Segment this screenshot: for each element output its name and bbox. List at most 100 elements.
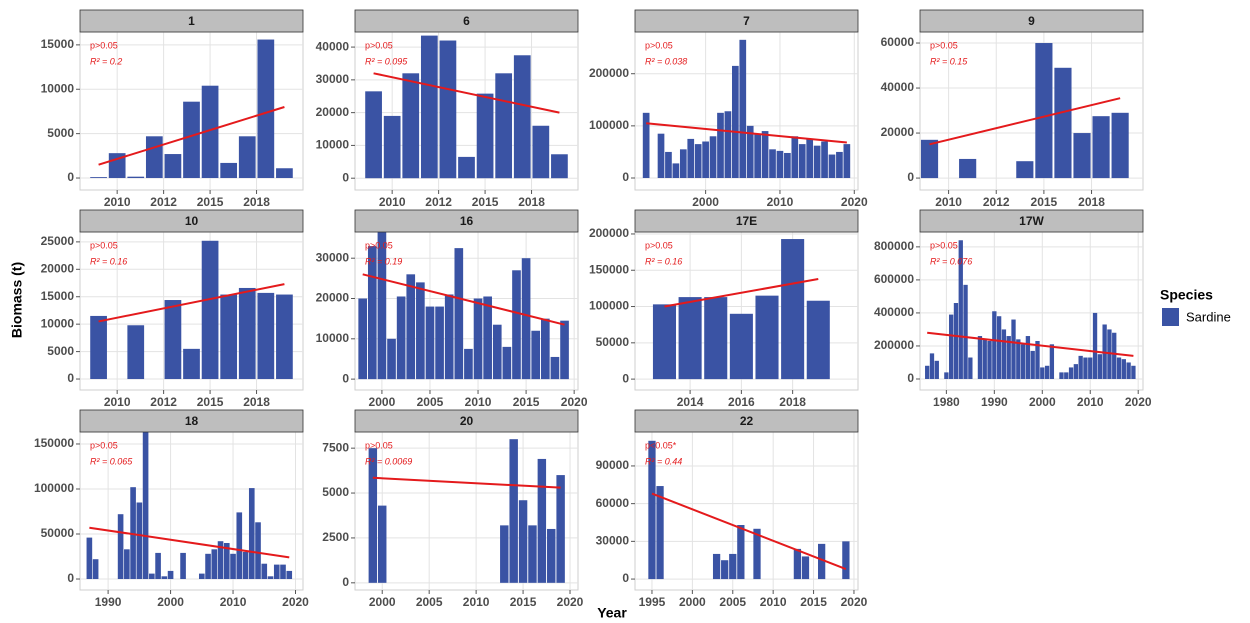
bar — [402, 73, 420, 179]
strip-title: 6 — [463, 14, 470, 28]
r2-label: R² = 0.0069 — [365, 456, 412, 466]
bar — [560, 320, 569, 380]
bar — [556, 475, 565, 583]
y-tick-label: 50000 — [596, 335, 630, 349]
y-tick-label: 15000 — [41, 289, 75, 303]
bar — [702, 141, 709, 179]
bar — [1083, 357, 1088, 379]
bar — [164, 300, 182, 380]
x-tick-label: 2010 — [220, 595, 247, 609]
p-value-label: p>0.05 — [365, 240, 393, 250]
bar — [729, 553, 737, 580]
bar — [1020, 344, 1026, 379]
x-tick-label: 1980 — [933, 395, 960, 409]
bar — [495, 73, 513, 179]
bar — [435, 306, 444, 380]
y-tick-label: 150000 — [34, 436, 74, 450]
bar — [1040, 367, 1045, 379]
bar — [1035, 43, 1053, 179]
bar — [806, 300, 830, 380]
bar — [358, 298, 368, 380]
trend-line — [664, 277, 819, 308]
x-tick-label: 2018 — [243, 195, 270, 209]
bar — [1068, 367, 1074, 379]
bar — [167, 570, 174, 580]
x-tick-label: 2020 — [1125, 395, 1152, 409]
strip-title: 16 — [460, 214, 474, 228]
y-tick-label: 100000 — [34, 481, 74, 495]
panel-background — [634, 31, 859, 191]
bar — [753, 528, 761, 580]
bar — [798, 144, 806, 179]
bar — [416, 282, 425, 380]
bar — [458, 156, 475, 179]
x-tick-label: 1990 — [981, 395, 1008, 409]
strip — [354, 409, 579, 433]
bar — [746, 125, 754, 179]
bar — [90, 177, 107, 179]
bar — [678, 297, 702, 380]
bar — [261, 563, 268, 580]
x-tick-label: 2015 — [472, 195, 499, 209]
trend-line — [372, 476, 561, 489]
y-tick-label: 60000 — [596, 496, 630, 510]
bar — [242, 552, 249, 580]
bar — [130, 487, 136, 580]
y-tick-label: 0 — [622, 170, 629, 184]
y-tick-label: 5000 — [47, 344, 74, 358]
x-tick-label: 2005 — [417, 395, 444, 409]
bar — [378, 505, 387, 583]
legend-label: Sardine — [1186, 309, 1231, 324]
bar — [286, 570, 293, 580]
y-tick-label: 0 — [67, 170, 74, 184]
legend-key — [1162, 308, 1179, 326]
x-tick-label: 1990 — [95, 595, 122, 609]
y-tick-label: 0 — [67, 571, 74, 585]
strip — [354, 209, 579, 233]
bar — [518, 500, 528, 583]
bar — [1116, 357, 1122, 379]
bar — [276, 168, 293, 179]
x-tick-label: 2012 — [150, 395, 177, 409]
bar — [136, 502, 143, 580]
p-value-label: p<0.05* — [645, 440, 677, 450]
x-tick-label: 2005 — [719, 595, 746, 609]
x-tick-label: 2020 — [561, 395, 588, 409]
x-tick-label: 2012 — [983, 195, 1010, 209]
x-tick-label: 2010 — [760, 595, 787, 609]
bar — [117, 514, 124, 580]
bar — [1054, 67, 1072, 179]
bar — [724, 111, 732, 179]
bar — [238, 287, 256, 380]
bar — [127, 325, 145, 380]
bar — [513, 55, 531, 179]
strip-title: 18 — [185, 414, 199, 428]
bar — [444, 294, 454, 380]
p-value-label: p>0.05 — [365, 40, 393, 50]
r2-label: R² = 0.076 — [930, 256, 972, 266]
bar — [551, 154, 568, 179]
bar — [801, 556, 810, 580]
bar — [704, 297, 728, 380]
x-tick-label: 2018 — [518, 195, 545, 209]
bar — [791, 136, 799, 179]
x-tick-label: 2015 — [800, 595, 827, 609]
bar — [1001, 329, 1007, 379]
p-value-label: p>0.05 — [645, 40, 673, 50]
strip-title: 1 — [188, 14, 195, 28]
y-tick-label: 30000 — [316, 250, 350, 264]
bar — [1131, 365, 1136, 379]
bar — [992, 311, 997, 379]
strip-title: 17E — [736, 214, 757, 228]
bar — [92, 559, 99, 580]
bar — [1059, 372, 1064, 379]
y-tick-label: 800000 — [874, 239, 914, 253]
x-tick-label: 2010 — [767, 195, 794, 209]
strip-title: 9 — [1028, 14, 1035, 28]
bar — [155, 552, 161, 580]
bar — [164, 154, 182, 179]
bar — [236, 512, 243, 580]
r2-label: R² = 0.038 — [645, 56, 687, 66]
trend-line — [362, 273, 565, 326]
bar — [273, 564, 280, 580]
